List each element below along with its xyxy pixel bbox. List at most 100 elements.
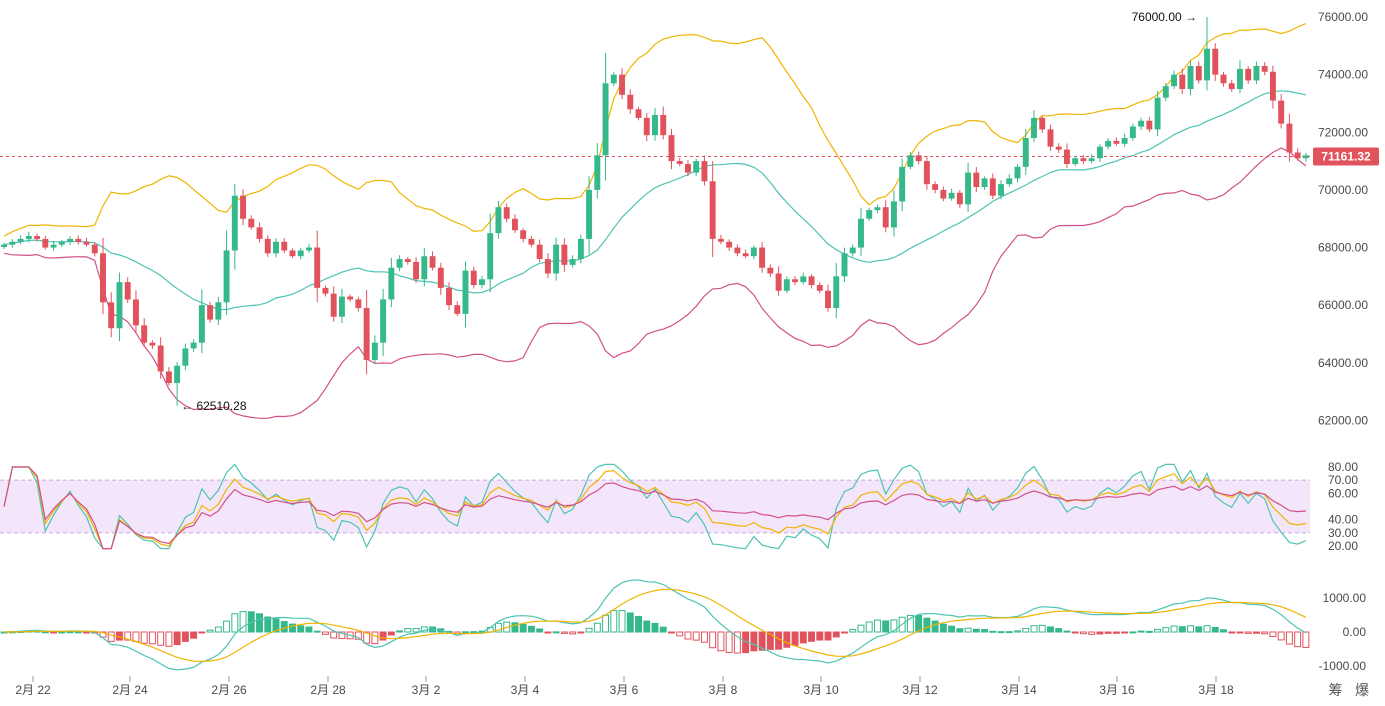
rsi-fast-line — [3, 463, 1307, 550]
macd-histogram-bar — [560, 631, 568, 634]
candle-body — [660, 114, 667, 136]
candle-body — [1269, 71, 1276, 101]
macd-histogram-bar — [1096, 631, 1104, 635]
date-label: 2月 24 — [112, 683, 148, 697]
macd-histogram-bar — [272, 618, 280, 633]
macd-histogram-bar — [668, 631, 675, 634]
macd-histogram-bar — [626, 612, 634, 633]
candle-body — [116, 282, 123, 329]
macd-histogram-bar — [948, 625, 956, 633]
macd-histogram-bar — [297, 625, 305, 633]
candle-body — [396, 259, 403, 268]
candle-body — [1261, 65, 1268, 72]
candle-body — [165, 371, 172, 384]
price-tick-label: 62000.00 — [1318, 413, 1368, 427]
macd-histogram-bar — [140, 631, 148, 644]
macd-histogram-bar — [74, 631, 82, 634]
candle-body — [586, 189, 593, 239]
candle-body — [157, 345, 164, 372]
candle-body — [149, 342, 156, 346]
candle-body — [446, 287, 452, 306]
candle-body — [594, 155, 601, 190]
macd-histogram-bar — [519, 623, 527, 633]
candle-body — [940, 189, 947, 199]
candle-body — [849, 247, 856, 254]
candle-body — [462, 270, 469, 314]
rsi-tick-label: 20.00 — [1328, 539, 1358, 553]
candle-body — [124, 282, 131, 300]
candle-body — [42, 238, 49, 248]
candle-body — [50, 244, 57, 248]
macd-histogram-bar — [223, 620, 231, 633]
candle-body — [25, 236, 32, 239]
watermark-logo: 筹 爆 — [1328, 683, 1373, 699]
candle-body — [693, 161, 700, 173]
candle-body — [701, 161, 708, 182]
candle-body — [569, 259, 576, 265]
macd-histogram-bar — [379, 631, 387, 641]
candle-body — [899, 166, 906, 202]
price-tick-label: 64000.00 — [1318, 356, 1368, 370]
macd-histogram-bar — [882, 620, 890, 633]
candle-body — [207, 305, 214, 320]
macd-histogram-bar — [552, 631, 560, 634]
candle-body — [322, 287, 329, 294]
bollinger-upper-line — [3, 23, 1307, 237]
candle-body — [1187, 65, 1194, 90]
macd-histogram-bar — [462, 631, 469, 634]
macd-histogram-bar — [1285, 631, 1293, 645]
candle-body — [454, 305, 461, 314]
candle-body — [338, 296, 345, 317]
candle-body — [273, 241, 279, 254]
rsi-tick-label: 30.00 — [1328, 526, 1358, 540]
macd-histogram-bar — [824, 631, 832, 641]
macd-histogram-bar — [173, 631, 181, 646]
macd-histogram-bar — [214, 626, 222, 633]
candle-body — [108, 302, 115, 329]
date-label: 2月 28 — [310, 683, 346, 697]
candle-body — [792, 279, 799, 283]
price-tick-label: 68000.00 — [1318, 241, 1368, 255]
macd-histogram-bar — [1047, 626, 1054, 633]
macd-dea-line — [4, 588, 1307, 663]
candle-body — [619, 74, 626, 95]
macd-histogram-bar — [676, 631, 684, 637]
candle-body — [1212, 48, 1219, 75]
macd-histogram-bar — [198, 631, 206, 634]
macd-histogram-bar — [766, 631, 774, 650]
candle-body — [503, 207, 510, 219]
macd-histogram-bar — [50, 631, 58, 634]
candle-body — [1055, 146, 1062, 150]
candle-body — [635, 109, 642, 118]
candle-body — [67, 238, 73, 242]
macd-histogram-bar — [602, 614, 610, 633]
macd-histogram-bar — [338, 631, 346, 640]
macd-histogram-bar — [1211, 626, 1219, 633]
date-label: 2月 26 — [211, 683, 247, 697]
macd-histogram-bar — [1088, 631, 1096, 635]
candle-body — [264, 238, 271, 254]
candle-body — [1022, 138, 1029, 167]
current-price-label: 71161.32 — [1321, 149, 1371, 163]
macd-histogram-bar — [66, 631, 74, 634]
macd-histogram-bar — [1104, 631, 1112, 634]
macd-histogram-bar — [956, 628, 964, 633]
candle-body — [305, 247, 312, 251]
macd-histogram-bar — [1178, 626, 1186, 633]
macd-histogram-bar — [906, 614, 914, 633]
date-label: 3月 2 — [412, 683, 441, 697]
candle-body — [363, 308, 370, 360]
macd-histogram-bar — [1112, 631, 1120, 634]
macd-histogram-bar — [264, 616, 272, 633]
macd-histogram-bar — [1121, 631, 1129, 634]
candle-body — [34, 236, 41, 239]
macd-histogram-bar — [865, 621, 873, 633]
macd-histogram-bar — [404, 628, 412, 633]
macd-histogram-bar — [725, 631, 733, 653]
macd-histogram-bar — [1079, 631, 1087, 635]
candle-body — [676, 161, 683, 164]
candle-body — [1146, 120, 1153, 130]
candle-body — [866, 210, 873, 219]
macd-histogram-bar — [165, 631, 173, 647]
